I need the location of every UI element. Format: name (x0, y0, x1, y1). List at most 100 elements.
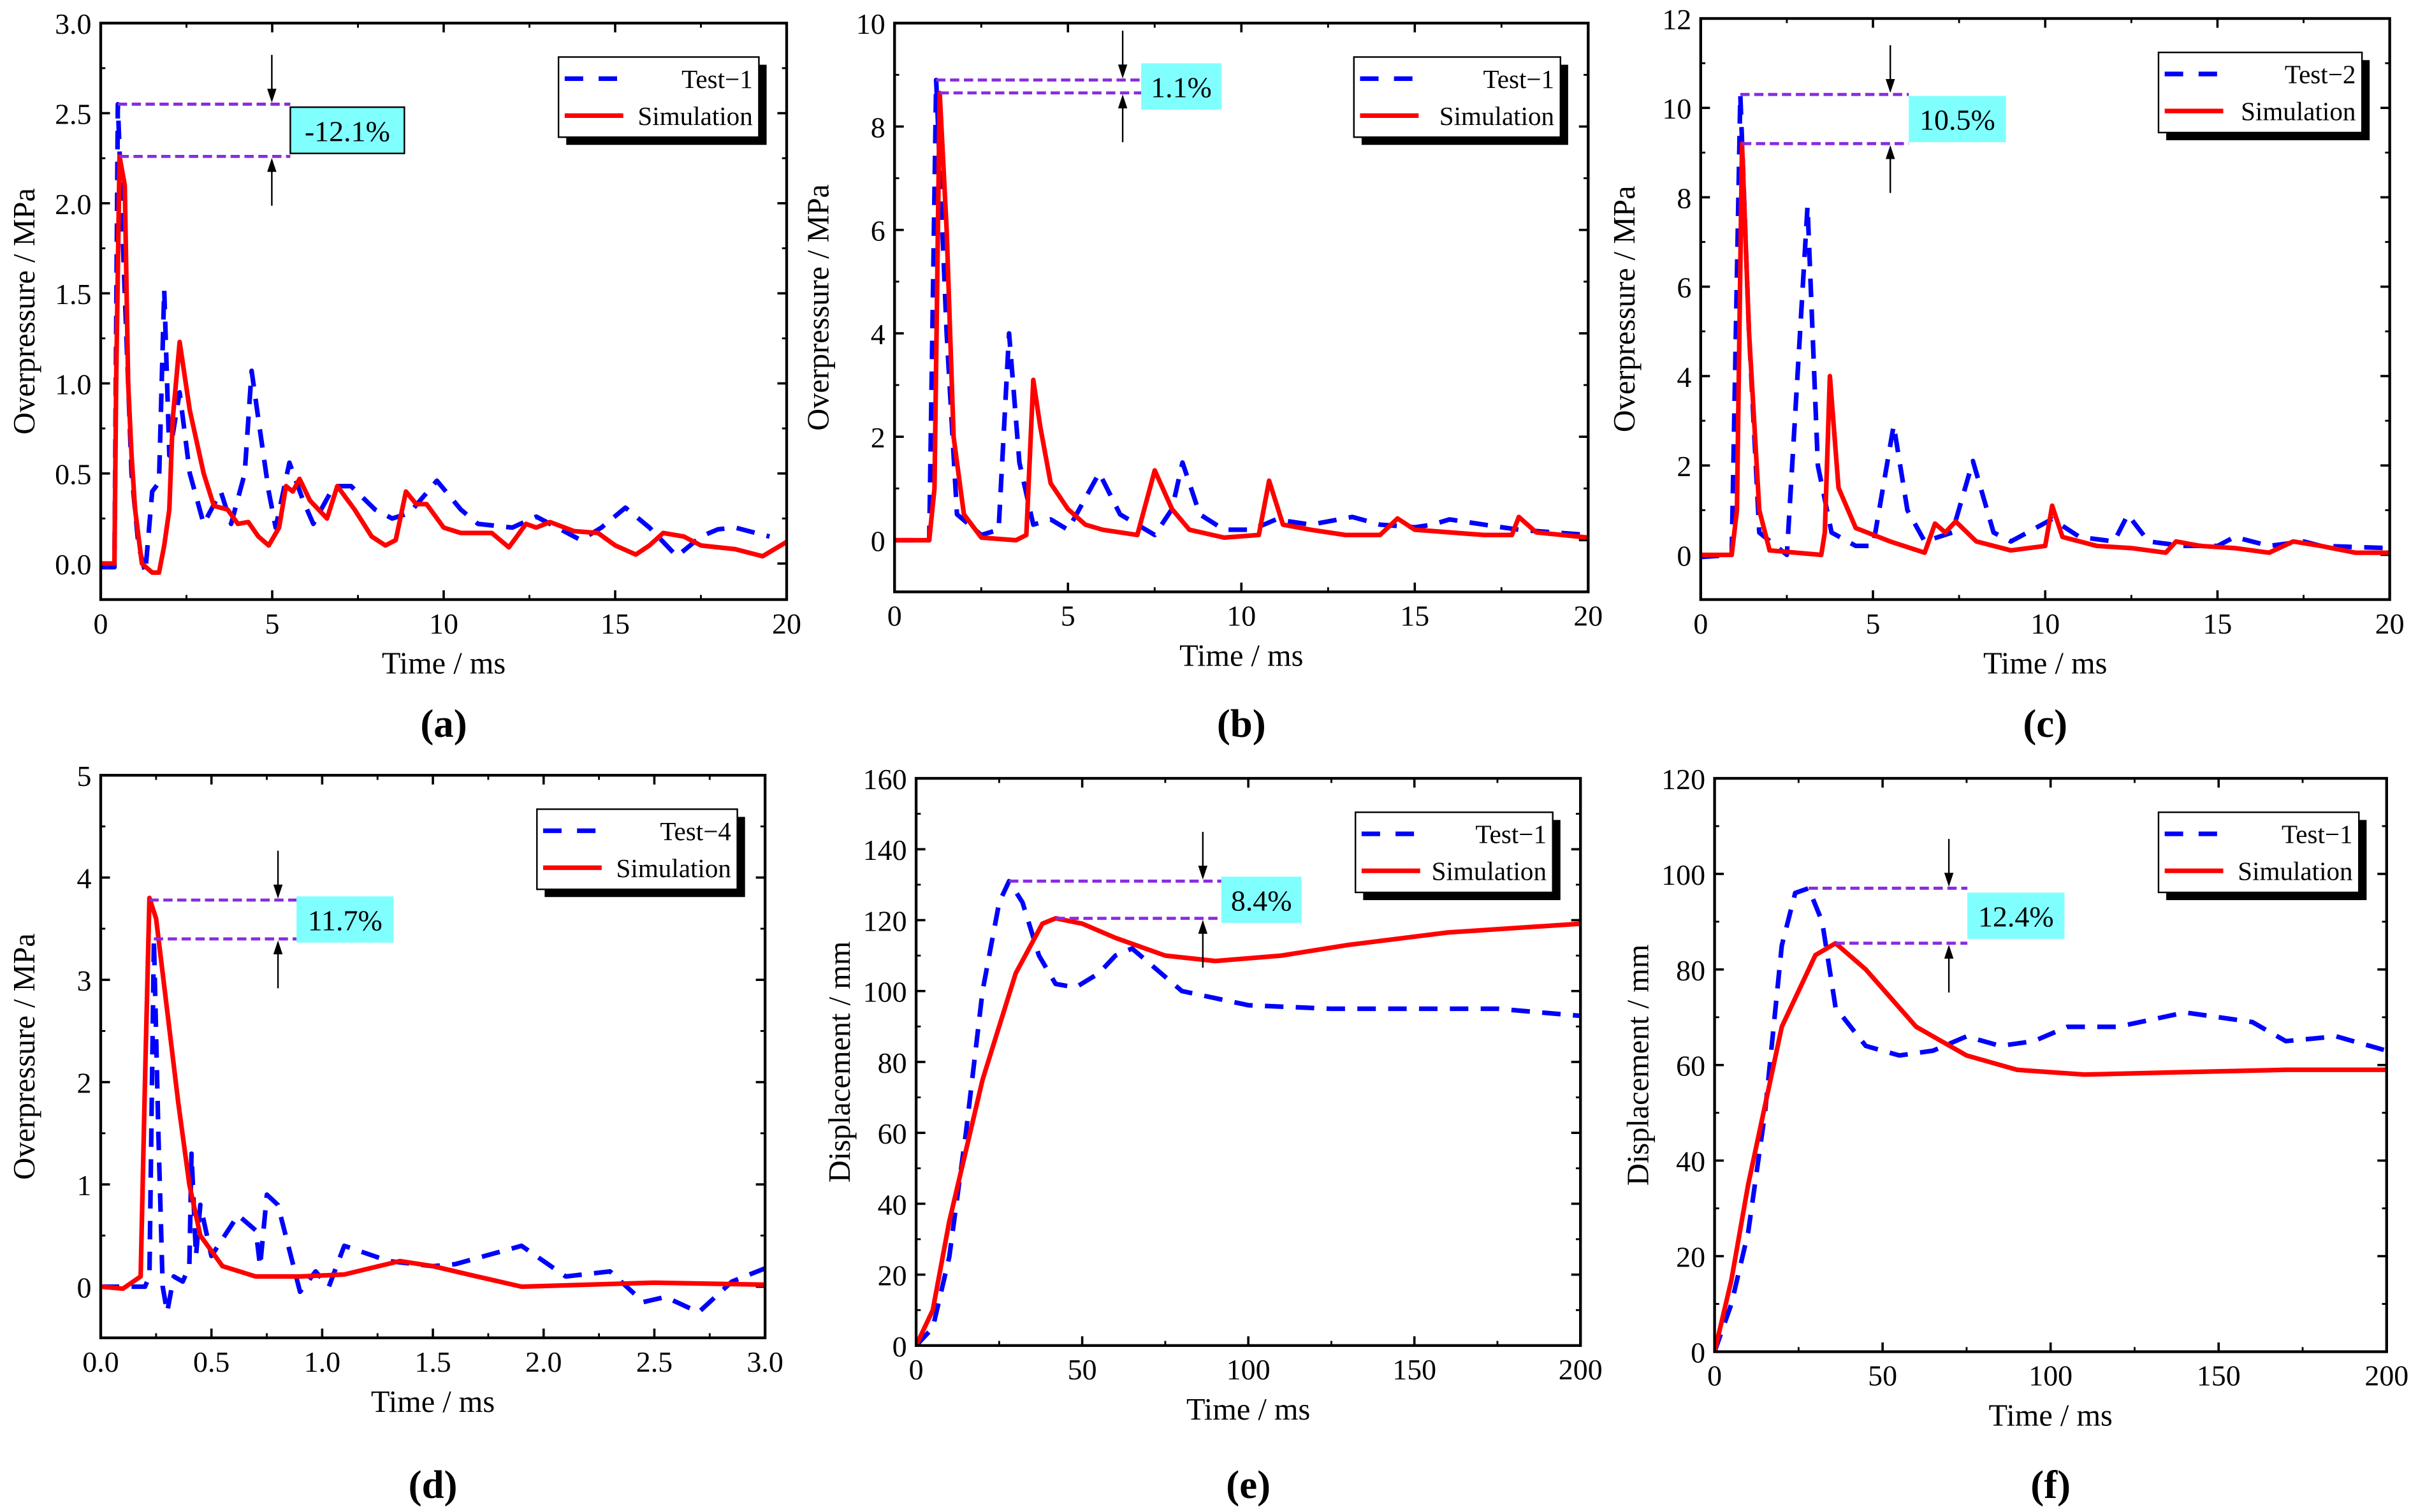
annotation-text: 10.5% (1919, 104, 1995, 136)
y-tick-label: 160 (863, 763, 907, 796)
y-axis-label: Displacement / mm (823, 941, 857, 1183)
panel-label: (f) (2030, 1462, 2071, 1507)
annotation-text: 11.7% (308, 904, 382, 936)
panel-a: 0 5 10 15 20 0.0 0.5 1.0 1.5 2.0 2.5 3.0 Time / ms Ov… (8, 8, 801, 746)
legend-label: Simulation (1432, 857, 1547, 886)
test-series-line (894, 77, 1589, 543)
legend-label: Test−2 (2285, 60, 2356, 89)
y-tick-label: 40 (1676, 1145, 1705, 1178)
annotation-box (1967, 892, 2065, 939)
arrow-down-icon (273, 884, 283, 899)
x-tick-label: 0.5 (193, 1346, 229, 1378)
annotation-box (289, 106, 405, 154)
panel-label: (e) (1226, 1462, 1271, 1507)
y-tick-label: 0 (892, 1330, 907, 1363)
y-tick-label: 0 (1677, 539, 1691, 572)
legend-label: Test−1 (2282, 820, 2353, 849)
y-tick-label: 6 (871, 215, 885, 247)
annotation-text: -12.1% (305, 115, 390, 147)
x-tick-label: 150 (2197, 1360, 2241, 1392)
arrow-down-icon (267, 89, 277, 103)
arrow-up-icon (1885, 145, 1895, 159)
panel-f: 0 50 100 150 200 0 20 40 60 80 100 120 Time / ms Disp… (1622, 763, 2409, 1507)
x-tick-label: 100 (1227, 1353, 1271, 1386)
y-tick-label: 140 (863, 834, 907, 866)
legend-box (557, 56, 760, 138)
y-tick-label: 1 (77, 1169, 92, 1202)
plot-frame (1713, 776, 2388, 1353)
simulation-series-line (1700, 141, 2390, 558)
panel-label: (a) (420, 701, 467, 746)
simulation-series-line (1714, 941, 2387, 1352)
legend-label: Test−1 (681, 64, 753, 94)
x-tick-label: 50 (1868, 1360, 1897, 1392)
x-tick-label: 150 (1392, 1353, 1436, 1386)
plot-frame (1699, 17, 2391, 601)
x-tick-label: 5 (1061, 600, 1075, 632)
y-tick-label: 100 (1661, 859, 1705, 891)
legend-label: Simulation (616, 854, 731, 883)
legend-label: Simulation (637, 101, 752, 131)
y-tick-label: 6 (1677, 272, 1691, 304)
y-tick-label: 4 (871, 318, 885, 351)
arrow-up-icon (1944, 945, 1954, 959)
x-tick-label: 3.0 (747, 1346, 783, 1378)
y-axis-label: Overpressure / MPa (8, 188, 41, 435)
y-tick-label: 40 (878, 1188, 907, 1221)
annotation-text: 8.4% (1231, 884, 1292, 917)
legend-label: Simulation (2238, 857, 2352, 886)
y-axis-label: Displacement / mm (1622, 944, 1656, 1186)
arrow-up-icon (267, 157, 277, 172)
panel-d: 0.0 0.5 1.0 1.5 2.0 2.5 3.0 0 1 2 3 4 5 Time / ms Over… (8, 760, 783, 1507)
y-tick-label: 2.0 (55, 188, 91, 221)
y-tick-label: 8 (1677, 182, 1691, 214)
annotation-text: 12.4% (1978, 900, 2054, 933)
x-tick-label: 0 (887, 600, 902, 632)
x-tick-label: 0 (909, 1353, 924, 1386)
arrow-up-icon (1198, 920, 1208, 934)
simulation-series-line (101, 896, 766, 1291)
simulation-series-line (894, 91, 1589, 543)
annotation-box (1909, 96, 2006, 143)
test-series-line (101, 936, 766, 1315)
y-axis-label: Overpressure / MPa (1608, 185, 1642, 432)
arrow-down-icon (1944, 873, 1954, 887)
y-tick-label: 1.0 (55, 368, 91, 400)
y-tick-label: 3.0 (55, 8, 91, 40)
x-tick-label: 10 (1227, 600, 1256, 632)
y-tick-label: 4 (77, 862, 92, 895)
arrow-down-icon (1198, 866, 1208, 880)
y-tick-label: 10 (856, 8, 885, 40)
y-axis-label: Overpressure / MPa (801, 184, 835, 431)
legend-box (2157, 52, 2363, 134)
annotation-box (296, 896, 394, 943)
y-tick-label: 20 (1676, 1241, 1705, 1274)
x-axis-label: Time / ms (1983, 647, 2107, 681)
x-axis-label: Time / ms (1989, 1399, 2113, 1433)
y-tick-label: 2 (77, 1067, 92, 1100)
x-tick-label: 20 (1573, 600, 1603, 632)
x-axis-label: Time / ms (371, 1385, 495, 1419)
arrow-down-icon (1885, 79, 1895, 93)
y-tick-label: 120 (1661, 763, 1705, 796)
annotation-text: 1.1% (1151, 71, 1212, 104)
y-tick-label: 0 (1691, 1336, 1705, 1369)
y-tick-label: 100 (863, 976, 907, 1008)
x-tick-label: 10 (429, 607, 458, 640)
x-tick-label: 20 (2375, 607, 2405, 640)
legend-label: Test−4 (660, 817, 731, 846)
y-tick-label: 3 (77, 964, 92, 997)
x-tick-label: 2.5 (636, 1346, 673, 1378)
panel-label: (c) (2023, 701, 2067, 746)
annotation-box (1141, 63, 1221, 110)
y-tick-label: 2.5 (55, 98, 91, 130)
plot-frame (914, 776, 1582, 1348)
x-tick-label: 15 (2203, 607, 2232, 640)
arrow-up-icon (273, 940, 283, 955)
y-tick-label: 4 (1677, 361, 1691, 393)
y-tick-label: 0 (77, 1271, 92, 1304)
y-tick-label: 80 (1676, 954, 1705, 987)
x-tick-label: 0 (1707, 1360, 1722, 1392)
x-axis-label: Time / ms (1186, 1393, 1310, 1427)
